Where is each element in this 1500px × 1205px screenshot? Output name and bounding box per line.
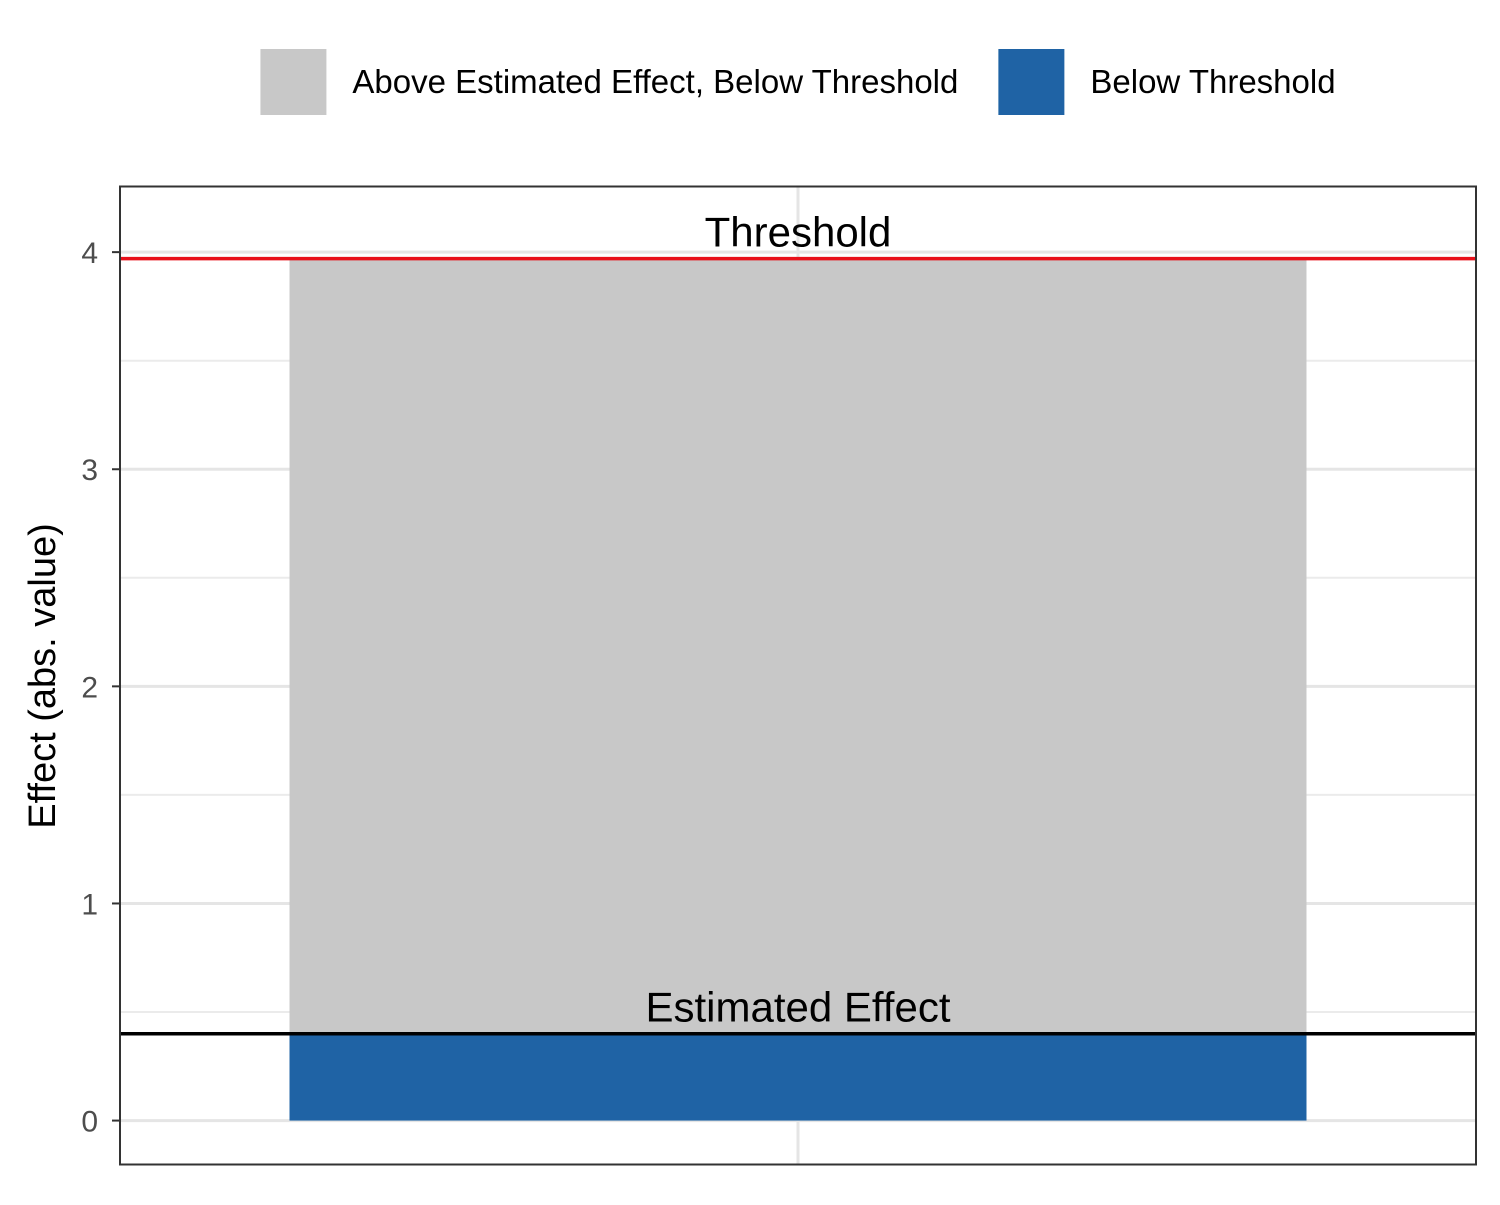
y-tick-label: 1 [81,888,98,921]
legend-item-above-estimated-effect-below-threshold-label: Above Estimated Effect, Below Threshold [352,63,958,100]
threshold-label: Threshold [705,209,892,256]
bar-above-estimated-effect-below-threshold [289,258,1307,1034]
panel-border [119,185,1477,1166]
y-tick-label: 0 [81,1106,98,1139]
y-tick-label: 3 [81,454,98,487]
legend-item-below-threshold-swatch [998,49,1065,115]
legend-item-below-threshold-label: Below Threshold [1090,63,1335,100]
y-axis-title: Effect (abs. value) [22,523,64,829]
legend-item-above-estimated-effect-below-threshold-swatch [260,49,327,115]
y-tick-label: 2 [81,671,98,704]
estimated-effect-label: Estimated Effect [645,984,950,1031]
bars [289,258,1307,1121]
axes: 0 1 2 3 4 [81,237,120,1139]
reference-lines: Threshold Estimated Effect [120,209,1476,1036]
legend: Above Estimated Effect, Below Threshold B… [260,49,1336,115]
y-tick-label: 4 [81,237,98,270]
bar-below-threshold [289,1033,1307,1121]
